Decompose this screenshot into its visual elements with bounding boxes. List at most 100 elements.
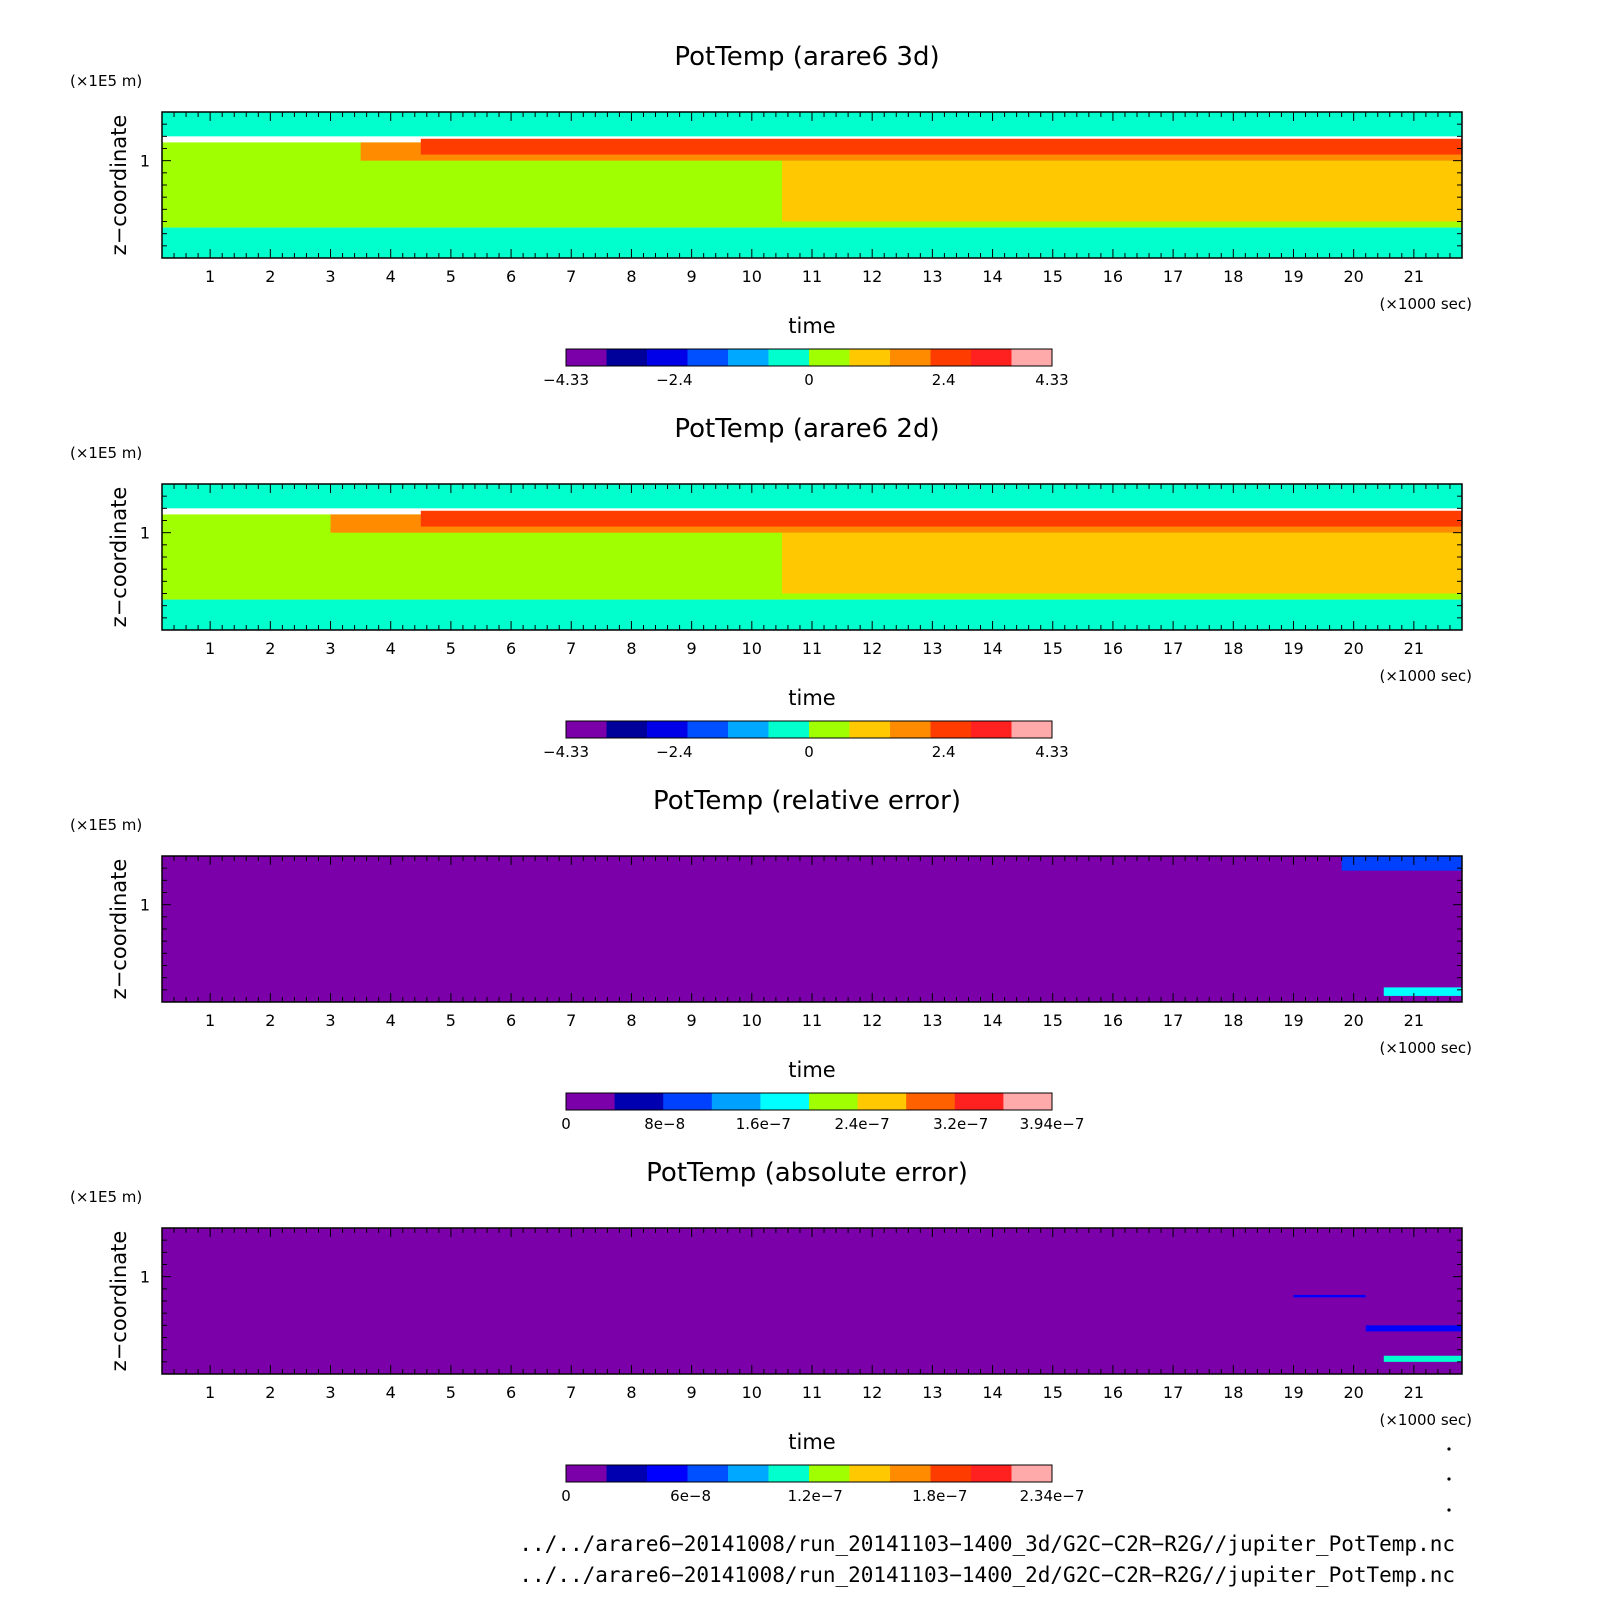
colorbar-swatch [711,1093,761,1110]
colorbar-swatch [566,1465,607,1482]
x-tick-label: 6 [506,1383,516,1402]
x-tick-label: 8 [626,639,636,658]
y-axis-label: z−coordinate [107,859,131,1000]
marker-dot [1447,1447,1451,1451]
x-tick-label: 9 [687,267,697,286]
colorbar-tick-label: 1.6e−7 [736,1115,791,1133]
heatmap-region [420,138,1463,155]
x-tick-label: 5 [446,267,456,286]
colorbar-swatch [930,721,972,738]
y-unit-label: (×1E5 m) [70,444,142,462]
x-tick-label: 14 [982,1383,1002,1402]
heatmap-region [1341,856,1462,871]
x-tick-label: 12 [862,267,882,286]
colorbar-tick-label: −4.33 [543,743,589,761]
colorbar-swatch [809,1093,859,1110]
x-tick-label: 21 [1404,1011,1424,1030]
colorbar-swatch [954,1093,1004,1110]
x-tick-label: 13 [922,1011,942,1030]
colorbar-swatch [849,1465,891,1482]
colorbar-tick-label: 0 [561,1487,571,1505]
x-axis-label: time [788,314,835,338]
colorbar-swatch [930,349,972,366]
heatmap-region [420,510,1463,527]
x-tick-label: 16 [1103,267,1123,286]
heatmap-region [1383,1355,1462,1362]
colorbar-tick-label: 2.34e−7 [1020,1487,1085,1505]
colorbar-tick-label: −4.33 [543,371,589,389]
colorbar-swatch [647,349,688,366]
x-tick-label: 16 [1103,1011,1123,1030]
colorbar-swatch [809,721,850,738]
x-tick-label: 13 [922,639,942,658]
x-tick-label: 10 [742,639,762,658]
x-tick-label: 15 [1043,639,1063,658]
colorbar-swatch [647,721,688,738]
x-tick-label: 19 [1283,1383,1303,1402]
x-tick-label: 20 [1343,639,1363,658]
x-tick-label: 7 [566,1383,576,1402]
x-tick-label: 14 [982,1011,1002,1030]
colorbar-swatch [890,349,931,366]
x-tick-label: 18 [1223,1383,1243,1402]
x-tick-label: 5 [446,1011,456,1030]
colorbar-swatch [614,1093,664,1110]
x-tick-label: 12 [862,639,882,658]
colorbar-swatch [1011,1465,1053,1482]
chart-title: PotTemp (relative error) [653,786,961,816]
colorbar-frame [565,1092,1053,1111]
colorbar-swatch [849,349,891,366]
x-tick-label: 4 [386,267,396,286]
colorbar-tick-label: 0 [804,743,814,761]
colorbar-swatch [647,1465,688,1482]
colorbar-tick-label: 2.4 [932,371,956,389]
colorbar-swatch [606,721,648,738]
colorbar-swatch [849,721,891,738]
x-tick-label: 10 [742,267,762,286]
x-tick-label: 16 [1103,1383,1123,1402]
colorbar-swatch [890,1465,931,1482]
x-tick-label: 1 [205,1383,215,1402]
colorbar-tick-label: 0 [561,1115,571,1133]
x-tick-label: 11 [802,1011,822,1030]
x-tick-label: 17 [1163,1011,1183,1030]
colorbar-tick-label: 8e−8 [644,1115,685,1133]
x-tick-label: 11 [802,1383,822,1402]
x-tick-label: 7 [566,639,576,658]
colorbar-swatch [566,721,607,738]
x-tick-label: 13 [922,1383,942,1402]
colorbar-swatch [728,349,769,366]
x-tick-label: 19 [1283,639,1303,658]
colorbar-swatch [930,1465,972,1482]
colorbar-frame [565,1464,1053,1483]
y-unit-label: (×1E5 m) [70,72,142,90]
colorbar-swatch [566,1093,616,1110]
panels: PotTemp (arare6 3d)(×1E5 m)(×1000 sec)1 2… [70,42,1472,1505]
x-tick-label: 8 [626,1383,636,1402]
heatmap-region [781,532,1462,594]
colorbar-swatch [687,721,729,738]
colorbar-frame [565,348,1053,367]
x-axis-label: time [788,686,835,710]
colorbar-tick-label: 3.2e−7 [933,1115,988,1133]
x-tick-label: 4 [386,639,396,658]
heatmap-region [781,160,1462,222]
x-axis-label: time [788,1058,835,1082]
x-tick-label: 3 [325,1383,335,1402]
x-tick-label: 5 [446,639,456,658]
x-tick-label: 15 [1043,1383,1063,1402]
x-tick-label: 12 [862,1011,882,1030]
x-tick-label: 2 [265,267,275,286]
x-tick-label: 18 [1223,267,1243,286]
colorbar-swatch [857,1093,907,1110]
x-tick-label: 21 [1404,267,1424,286]
colorbar-swatch [728,721,769,738]
colorbar-swatch [809,1465,850,1482]
colorbar-swatch [768,1465,810,1482]
colorbar-swatch [906,1093,956,1110]
colorbar-swatch [687,349,729,366]
x-tick-label: 2 [265,639,275,658]
x-tick-label: 6 [506,267,516,286]
chart-panel: PotTemp (relative error) (×1E5 m) (×1000 s… [70,786,1472,1133]
x-tick-label: 18 [1223,639,1243,658]
